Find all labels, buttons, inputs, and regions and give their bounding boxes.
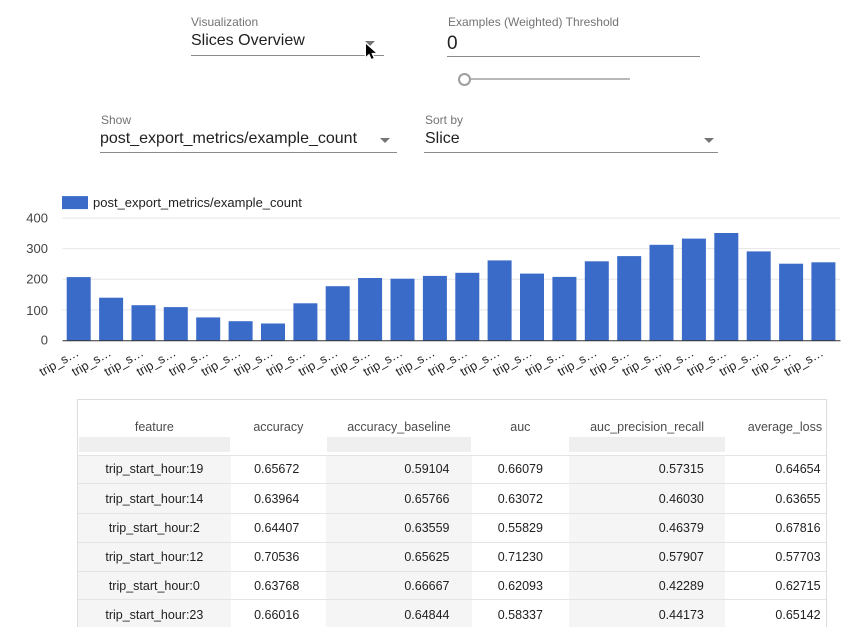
svg-text:400: 400 [26,211,48,226]
svg-text:post_export_metrics/example_co: post_export_metrics/example_count [93,195,302,210]
svg-text:100: 100 [26,303,48,318]
svg-text:200: 200 [26,272,48,287]
svg-text:0: 0 [41,333,48,348]
svg-text:300: 300 [26,241,48,256]
